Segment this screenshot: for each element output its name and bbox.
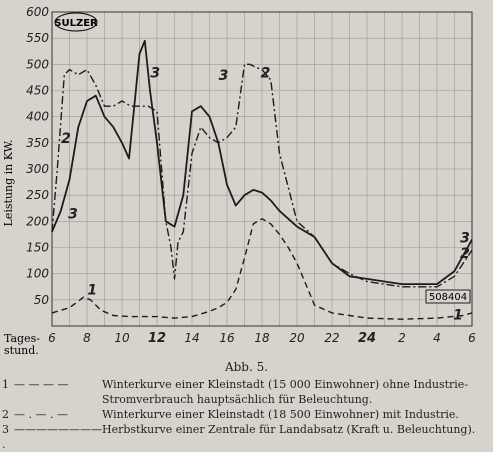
- x-tick-label: 20: [289, 331, 305, 345]
- legend-symbol-solid: ————————: [14, 423, 102, 436]
- series-tag-2: 2: [61, 131, 71, 147]
- x-axis-label-line1: Tages-: [4, 332, 40, 345]
- legend-number: 3 .: [2, 423, 9, 451]
- y-tick-label: 250: [26, 188, 49, 202]
- y-tick-label: 450: [26, 84, 49, 98]
- logo-text: SULZER: [54, 18, 98, 29]
- series-tag-2: 2: [261, 65, 271, 81]
- y-tick-label: 300: [26, 162, 49, 176]
- y-tick-label: 500: [26, 57, 49, 71]
- x-tick-label: 16: [219, 331, 235, 345]
- y-tick-label: 600: [26, 5, 49, 19]
- legend-number: 1: [2, 378, 9, 391]
- y-tick-label: 550: [26, 31, 49, 45]
- x-tick-label: 6: [48, 331, 56, 345]
- sulzer-logo: SULZER: [54, 12, 98, 32]
- figure-caption: Abb. 5.: [224, 360, 269, 374]
- x-tick-label: 6: [468, 331, 476, 345]
- x-tick-label: 2: [398, 331, 406, 345]
- x-axis-label-line2: stund.: [4, 344, 39, 357]
- y-axis-label: Leistung in KW.: [2, 140, 15, 227]
- series-tag-1: 1: [87, 283, 97, 299]
- x-tick-label: 4: [433, 331, 441, 345]
- x-tick-label: 22: [324, 331, 339, 345]
- series-tag-3: 3: [219, 68, 229, 84]
- legend-symbol-dash-dot: — . — . —: [14, 408, 68, 421]
- series-line-1: [51, 218, 473, 320]
- legend: 1 — — — — Winterkurve einer Kleinstadt (…: [2, 377, 492, 452]
- legend-text: Winterkurve einer Kleinstadt (15 000 Ein…: [102, 378, 469, 406]
- stamp-number: 508404: [429, 292, 467, 303]
- x-tick-label: 24: [358, 331, 376, 346]
- chart-axes: 50 100 150 200 250 300 350 400 450 500 550 600 6 8 10 1…: [26, 5, 476, 346]
- legend-text: Herbstkurve einer Zentrale für Landabsat…: [102, 423, 476, 436]
- series-tag-3: 3: [460, 230, 470, 246]
- y-tick-label: 50: [34, 293, 50, 307]
- load-curve-chart: 50 100 150 200 250 300 350 400 450 500 550 600 6 8 10 1…: [2, 5, 476, 357]
- series-layer: [51, 39, 473, 320]
- x-tick-label: 12: [148, 331, 166, 346]
- y-tick-label: 350: [26, 136, 49, 150]
- y-tick-label: 150: [26, 241, 49, 255]
- stamp-box: 508404: [425, 289, 471, 304]
- legend-item: 1 — — — — Winterkurve einer Kleinstadt (…: [2, 377, 492, 407]
- y-tick-label: 200: [26, 214, 49, 228]
- y-tick-label: 100: [26, 267, 49, 281]
- y-tick-label: 400: [26, 110, 49, 124]
- series-tag-3: 3: [68, 207, 78, 223]
- legend-text: Winterkurve einer Kleinstadt (18 500 Ein…: [102, 408, 459, 421]
- x-tick-label: 8: [83, 331, 91, 345]
- series-line-3: [51, 39, 473, 285]
- x-tick-label: 10: [114, 331, 130, 345]
- series-tag-3: 3: [150, 65, 160, 81]
- legend-symbol-dashed: — — — —: [14, 378, 69, 391]
- chart-grid: [51, 11, 473, 327]
- legend-item: 2 — . — . — Winterkurve einer Kleinstadt…: [2, 407, 492, 422]
- series-tag-1: 1: [453, 308, 463, 324]
- series-tag-2: 2: [460, 246, 470, 262]
- plot-frame: [51, 11, 473, 327]
- x-tick-label: 18: [254, 331, 270, 345]
- legend-number: 2: [2, 408, 9, 421]
- x-tick-label: 14: [184, 331, 199, 345]
- legend-item: 3 . ———————— Herbstkurve einer Zentrale …: [2, 422, 492, 452]
